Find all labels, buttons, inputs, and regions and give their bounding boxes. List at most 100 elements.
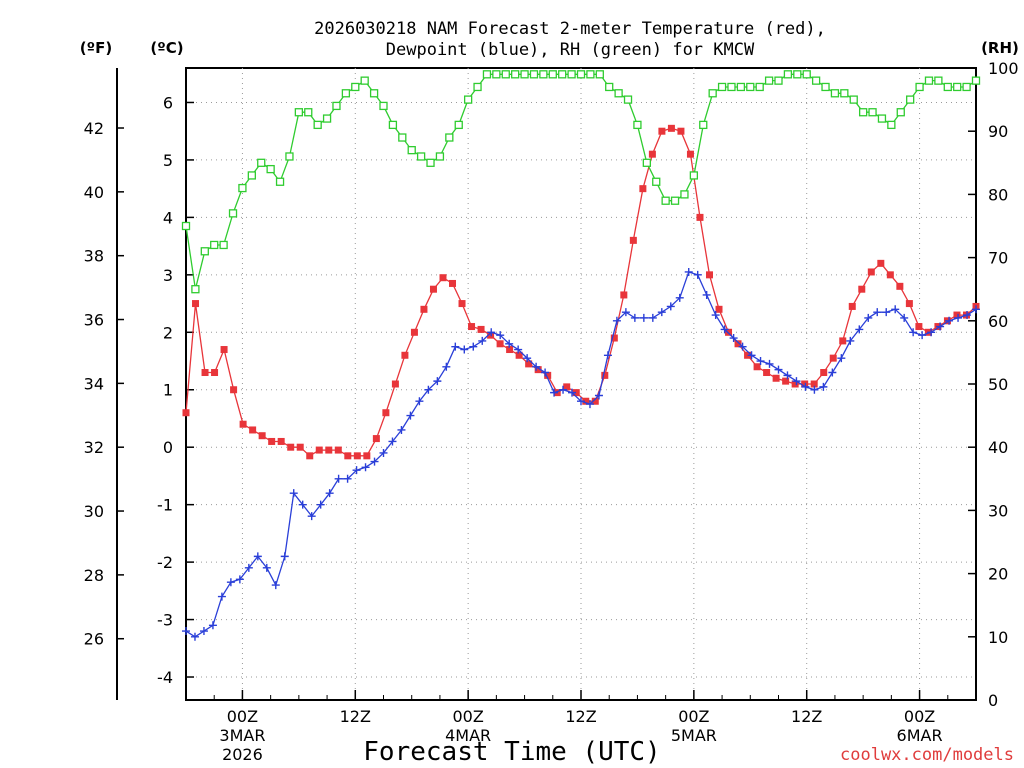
temperature-point [458, 300, 466, 308]
temperature-point [268, 437, 276, 445]
dewpoint-point [801, 382, 810, 391]
rh-point [181, 221, 191, 231]
fahrenheit-axis: 26 28 30 32 34 36 38 40 42 [84, 119, 124, 649]
temperature-point [839, 337, 847, 345]
x-tick-day-label: 5MAR [671, 726, 717, 745]
c-tick-label: 2 [163, 323, 173, 342]
rh-point [680, 190, 689, 199]
temperature-point [610, 334, 618, 342]
temperature-point [353, 452, 361, 460]
dewpoint-point [828, 368, 837, 377]
temperature-point [744, 351, 752, 359]
dewpoint-point [666, 302, 675, 311]
dewpoint-point [900, 313, 909, 322]
dewpoint-point [226, 578, 235, 587]
dewpoint-point [271, 581, 280, 590]
dewpoint-point [397, 425, 406, 434]
temperature-point [734, 340, 742, 348]
temperature-point [382, 409, 390, 417]
c-tick-label: -4 [157, 668, 173, 687]
dewpoint-point [648, 313, 657, 322]
rh-tick-label: 70 [988, 249, 1008, 268]
rh-point [247, 171, 256, 180]
dewpoint-point [684, 267, 693, 276]
f-tick-label: 26 [84, 630, 104, 649]
rh-point [285, 152, 294, 161]
rh-point [755, 82, 764, 92]
temperature-point [763, 369, 771, 377]
dewpoint-point [873, 308, 882, 317]
rh-point [708, 89, 717, 98]
temperature-point [544, 371, 552, 379]
rh-point [463, 95, 473, 104]
data-series [181, 70, 981, 641]
x-tick-time-label: 12Z [565, 707, 596, 726]
rh-point [670, 196, 680, 205]
x-tick-time-label: 00Z [227, 707, 258, 726]
rh-point [313, 120, 322, 130]
rh-point [746, 82, 755, 92]
temperature-point [629, 236, 637, 244]
rh-point [369, 89, 379, 98]
source-credit: coolwx.com/models [840, 745, 1014, 765]
f-tick-label: 40 [84, 183, 104, 202]
rh-point [379, 101, 388, 111]
c-tick-label: -1 [157, 496, 173, 515]
rh-point [294, 108, 304, 117]
rh-point [351, 82, 360, 92]
f-tick-label: 34 [84, 374, 104, 393]
dewpoint-point [235, 575, 244, 584]
rh-point [398, 133, 407, 142]
dewpoint-point [927, 328, 936, 337]
temperature-point [696, 213, 704, 221]
dewpoint-point [702, 290, 711, 299]
dewpoint-point [307, 512, 316, 521]
rh-point [774, 76, 783, 85]
temperature-point [249, 426, 257, 434]
dewpoint-point [720, 325, 729, 334]
dewpoint-point [729, 334, 738, 343]
temperature-point [591, 397, 599, 405]
rh-line [185, 73, 977, 290]
dewpoint-point [945, 316, 954, 325]
rh-tick-label: 30 [988, 501, 1008, 520]
temperature-line [185, 127, 977, 457]
rh-tick-label: 100 [988, 59, 1019, 78]
rh-point [614, 89, 623, 98]
temperature-point [877, 259, 885, 267]
dewpoint-point [442, 362, 451, 371]
dewpoint-point [334, 474, 343, 483]
dewpoint-point [837, 354, 846, 363]
dewpoint-point [541, 368, 550, 377]
f-tick-label: 36 [84, 311, 104, 330]
temperature-point [410, 328, 418, 336]
temperature-point [753, 363, 761, 371]
temperature-series [182, 124, 980, 460]
temperature-point [220, 346, 228, 354]
rh-point [454, 120, 463, 130]
temperature-point [515, 351, 523, 359]
rh-tick-label: 40 [988, 438, 1008, 457]
dewpoint-point [568, 388, 577, 397]
x-tick-year-label: 2026 [222, 745, 263, 764]
c-tick-label: 6 [163, 93, 173, 112]
dewpoint-point [621, 308, 630, 317]
rh-point [934, 76, 943, 85]
rh-point [595, 70, 604, 79]
dewpoint-point [370, 457, 379, 466]
dewpoint-point [460, 345, 469, 354]
dewpoint-point [639, 313, 648, 322]
rh-tick-label: 60 [988, 312, 1008, 331]
x-tick-time-label: 00Z [678, 707, 709, 726]
rh-point [219, 240, 228, 250]
rh-axis-unit: (RH) [981, 39, 1019, 57]
rh-point [200, 247, 209, 256]
rh-point [266, 164, 275, 174]
f-tick-label: 30 [84, 502, 104, 521]
x-tick-day-label: 6MAR [897, 726, 943, 745]
rh-tick-label: 90 [988, 122, 1008, 141]
rh-point [416, 152, 426, 161]
rh-point [332, 101, 341, 111]
rh-point [811, 76, 821, 85]
